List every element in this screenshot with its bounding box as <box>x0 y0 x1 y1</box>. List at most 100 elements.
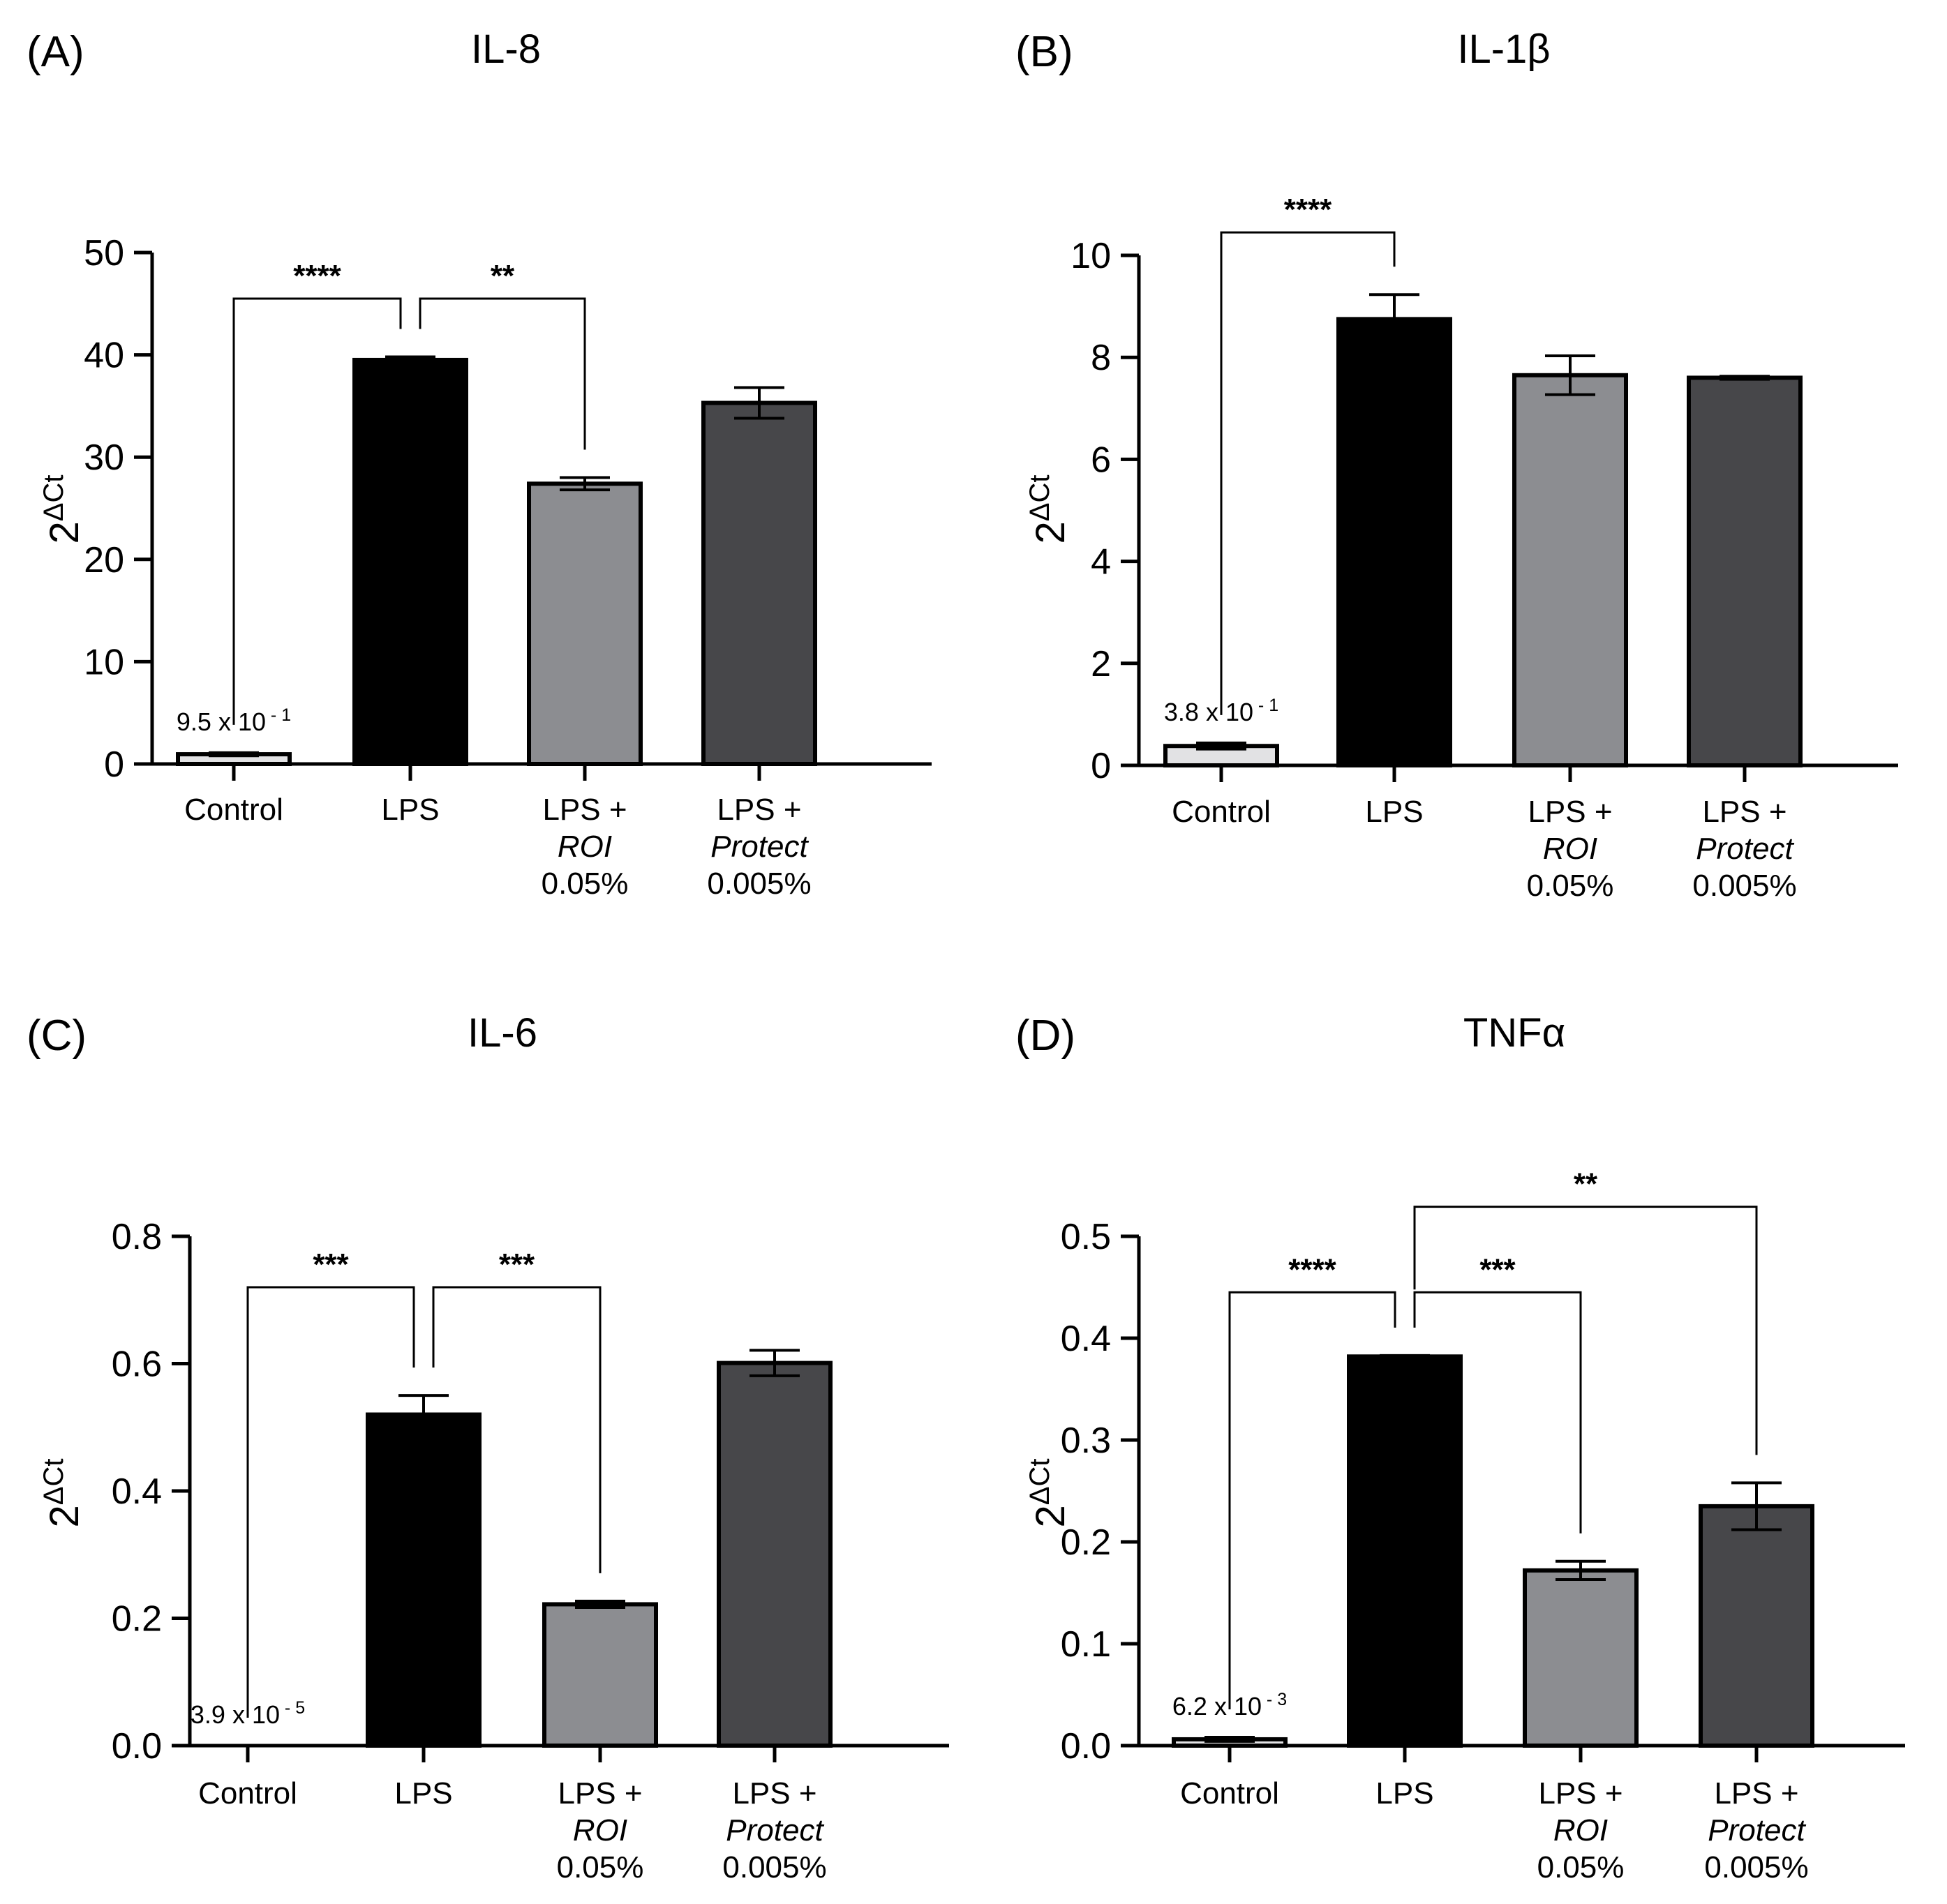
value-annotation: 6.2 x 10 - 3 <box>1172 1690 1287 1721</box>
y-tick-label: 0.8 <box>112 1217 162 1257</box>
y-tick-label: 50 <box>84 233 124 273</box>
significance-stars: *** <box>313 1247 349 1282</box>
significance-stars: **** <box>293 259 341 293</box>
significance-stars: ** <box>491 259 515 293</box>
significance-bracket <box>232 297 402 725</box>
bar <box>701 400 817 766</box>
x-tick-label: LPS <box>394 1776 452 1811</box>
significance-bracket <box>246 1286 415 1718</box>
y-tick-label: 0.2 <box>112 1599 162 1640</box>
panel-label: (B) <box>1015 28 1073 76</box>
y-axis-label-sup: ΔCt <box>1024 1459 1055 1506</box>
value-annotation: 9.5 x 10 - 1 <box>177 705 291 736</box>
bar <box>717 1360 833 1748</box>
value-annotation: 3.8 x 10 - 1 <box>1164 696 1278 726</box>
x-tick-label: Control <box>198 1776 297 1811</box>
x-tick-label: ROI <box>1543 832 1597 866</box>
x-tick-label: Control <box>1180 1776 1279 1811</box>
y-axis-label-base: 2 <box>1028 1505 1073 1527</box>
chart-panel-d: (D) TNFα 2ΔCt 0.0 0.1 0.2 0.3 0.4 0.5 Control LPS L… <box>1015 1010 1905 1884</box>
annotation-exponent: - 1 <box>266 705 291 725</box>
bar <box>1347 1354 1463 1748</box>
y-tick-label: 0.3 <box>1061 1420 1111 1461</box>
bar <box>1699 1504 1814 1748</box>
x-tick-label: 0.005% <box>1692 869 1796 903</box>
x-tick-label: LPS + <box>542 793 627 827</box>
chart-title: IL-6 <box>468 1010 537 1056</box>
y-tick-label: 8 <box>1091 338 1111 378</box>
x-tick-label: 0.05% <box>1537 1850 1625 1884</box>
x-tick-label: Protect <box>1696 832 1794 866</box>
panel-label: (C) <box>27 1012 87 1060</box>
significance-stars: *** <box>1479 1252 1516 1287</box>
chart-title: TNFα <box>1463 1010 1565 1056</box>
y-tick-label: 0.4 <box>1061 1319 1111 1359</box>
y-tick-label: 10 <box>1071 236 1111 276</box>
bar <box>542 1602 658 1748</box>
y-tick-label: 10 <box>84 642 124 682</box>
y-tick-label: 6 <box>1091 440 1111 480</box>
y-axis-label-sup: ΔCt <box>38 475 69 522</box>
x-tick-label: Control <box>184 793 283 827</box>
x-tick-label: LPS + <box>1702 795 1786 829</box>
bar <box>366 1412 482 1748</box>
significance-bracket <box>1228 1291 1396 1710</box>
y-axis-label: 2ΔCt <box>38 1459 87 1528</box>
y-axis-label-base: 2 <box>1028 521 1073 544</box>
y-tick-label: 0.4 <box>112 1471 162 1512</box>
annotation-exponent: - 1 <box>1253 696 1278 715</box>
annotation-exponent: - 3 <box>1262 1690 1287 1709</box>
annotation-mantissa: 6.2 x 10 <box>1172 1692 1262 1721</box>
bar <box>352 357 468 766</box>
x-tick-label: LPS + <box>1714 1776 1798 1811</box>
significance-bracket <box>1413 1206 1758 1455</box>
x-tick-label: LPS + <box>717 793 801 827</box>
y-tick-label: 30 <box>84 437 124 478</box>
annotation-mantissa: 9.5 x 10 <box>177 707 266 736</box>
x-tick-label: ROI <box>573 1813 627 1847</box>
y-tick-label: 0.0 <box>112 1726 162 1767</box>
y-tick-label: 20 <box>84 540 124 580</box>
bar <box>1687 375 1803 767</box>
x-tick-label: Protect <box>726 1813 824 1847</box>
x-tick-label: Protect <box>710 830 809 864</box>
y-tick-label: 0.5 <box>1061 1217 1111 1257</box>
x-tick-label: LPS + <box>732 1776 816 1811</box>
y-tick-label: 40 <box>84 336 124 376</box>
y-axis-label: 2ΔCt <box>38 475 87 544</box>
x-tick-label: ROI <box>1553 1813 1608 1847</box>
significance-stars: ** <box>1574 1167 1598 1201</box>
y-tick-label: 4 <box>1091 542 1111 583</box>
y-axis-label-sup: ΔCt <box>38 1459 69 1506</box>
annotation-mantissa: 3.8 x 10 <box>1164 698 1253 726</box>
significance-bracket <box>419 297 586 450</box>
significance-bracket <box>432 1286 602 1573</box>
bar <box>527 481 643 766</box>
bar <box>1512 373 1628 767</box>
panel-label: (A) <box>27 28 84 76</box>
x-tick-label: 0.005% <box>707 867 811 901</box>
x-tick-label: LPS + <box>1528 795 1612 829</box>
significance-bracket <box>1413 1291 1582 1534</box>
x-tick-label: LPS + <box>1538 1776 1622 1811</box>
significance-stars: **** <box>1288 1252 1336 1287</box>
x-tick-label: LPS <box>1375 1776 1433 1811</box>
annotation-exponent: - 5 <box>280 1698 305 1718</box>
value-annotation: 3.9 x 10 - 5 <box>191 1698 305 1729</box>
x-tick-label: 0.05% <box>542 867 629 901</box>
x-tick-label: 0.005% <box>722 1850 826 1884</box>
x-tick-label: LPS <box>1365 795 1423 829</box>
significance-bracket <box>1220 231 1396 715</box>
y-axis-label-base: 2 <box>42 1505 87 1527</box>
y-axis-label: 2ΔCt <box>1024 475 1073 544</box>
significance-stars: *** <box>499 1247 535 1282</box>
y-axis-label-sup: ΔCt <box>1024 475 1055 522</box>
y-tick-label: 0.1 <box>1061 1624 1111 1665</box>
chart-title: IL-8 <box>471 27 541 72</box>
y-axis-label-base: 2 <box>42 521 87 544</box>
y-tick-label: 2 <box>1091 644 1111 684</box>
y-tick-label: 0.6 <box>112 1344 162 1385</box>
y-tick-label: 0.2 <box>1061 1522 1111 1563</box>
